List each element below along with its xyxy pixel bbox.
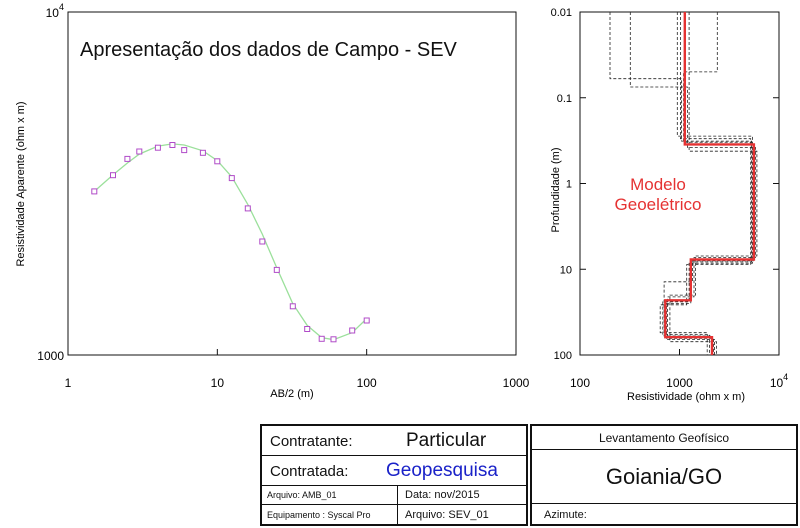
x-tick-label: 1000: [503, 376, 530, 390]
data-cell: Data: nov/2015: [398, 486, 526, 505]
contratada-row: Contratada: Geopesquisa: [262, 456, 526, 486]
left-plot-frame: [67, 11, 517, 356]
location-value: Goiania/GO: [532, 450, 796, 504]
equivalent-model-line: [669, 12, 758, 355]
arquivo-amb-cell: Arquivo: AMB_01: [262, 486, 398, 505]
data-point-marker: [228, 175, 235, 182]
left-y-ticks: 1000 104: [37, 2, 74, 363]
left-x-axis-label: AB/2 (m): [270, 388, 313, 400]
right-x-axis-label: Resistividade (ohm x m): [627, 391, 745, 403]
y-tick-label: 104: [46, 2, 64, 20]
model-annotation-line2: Geoelétrico: [615, 195, 702, 214]
data-point-marker: [273, 266, 280, 273]
right-x-ticks: 100 1000 104: [570, 349, 788, 390]
data-point-marker: [199, 149, 206, 156]
contratada-value: Geopesquisa: [386, 460, 498, 481]
data-point-marker: [318, 335, 325, 342]
data-point-marker: [181, 147, 188, 154]
levantamento-header: Levantamento Geofísico: [532, 426, 796, 450]
y-tick-label: 10: [560, 264, 572, 276]
left-data-points-group: [91, 142, 370, 343]
azimute-cell: Azimute:: [544, 509, 587, 521]
model-curve-group: [664, 12, 756, 355]
right-y-ticks: 0.01 0.1 1 10 100: [551, 7, 779, 362]
data-point-marker: [244, 205, 251, 212]
data-point-marker: [304, 326, 311, 332]
arquivo-sev-cell: Arquivo: SEV_01: [405, 509, 489, 521]
data-point-marker: [289, 303, 296, 310]
y-tick-label: 0.01: [551, 7, 572, 19]
x-tick-label: 100: [357, 376, 377, 390]
contratante-label: Contratante:: [270, 433, 353, 450]
data-point-marker: [110, 172, 116, 179]
title-block-survey: Levantamento Geofísico Goiania/GO Azimut…: [530, 424, 798, 526]
x-tick-label: 104: [770, 372, 788, 390]
left-chart-title: Apresentação dos dados de Campo - SEV: [80, 39, 458, 61]
equivalent-model-line: [659, 12, 752, 355]
contratada-label: Contratada:: [270, 463, 349, 480]
y-tick-label: 100: [554, 350, 572, 362]
left-y-axis-label: Resistividade Aparente (ohm x m): [15, 101, 27, 266]
y-tick-label: 1000: [37, 349, 64, 363]
data-point-marker: [136, 148, 143, 155]
data-point-marker: [91, 188, 98, 195]
equivalent-models-group: [609, 12, 758, 355]
equivalent-model-line: [629, 12, 756, 355]
x-tick-label: 100: [570, 376, 590, 390]
y-tick-label: 0.1: [557, 93, 572, 105]
x-tick-label: 10: [211, 376, 225, 390]
data-point-marker: [169, 142, 176, 148]
data-point-marker: [330, 336, 337, 343]
data-point-marker: [214, 158, 221, 165]
geoelectric-model-chart: 100 1000 104 0.01 0.1 1 10 100 Modelo Geoelétr…: [550, 7, 788, 403]
model-annotation-line1: Modelo: [630, 175, 686, 194]
contratante-value: Particular: [406, 430, 487, 451]
equipamento-cell: Equipamento : Syscal Pro: [262, 505, 398, 524]
data-point-marker: [124, 155, 131, 162]
data-point-marker: [259, 238, 266, 245]
right-y-axis-label: Profundidade (m): [550, 148, 562, 233]
data-point-marker: [349, 327, 356, 334]
data-point-marker: [363, 317, 370, 324]
y-tick-label: 1: [566, 179, 572, 191]
equivalent-model-line: [609, 12, 752, 355]
x-tick-label: 1000: [666, 376, 693, 390]
left-x-ticks: 1 10 100 1000: [65, 349, 530, 390]
x-tick-label: 1: [65, 376, 72, 390]
equivalent-model-line: [663, 12, 754, 355]
data-point-marker: [154, 144, 161, 151]
contratante-row: Contratante: Particular: [262, 426, 526, 456]
title-block-client: Contratante: Particular Contratada: Geop…: [260, 424, 528, 526]
model-curve-line: [664, 12, 756, 355]
